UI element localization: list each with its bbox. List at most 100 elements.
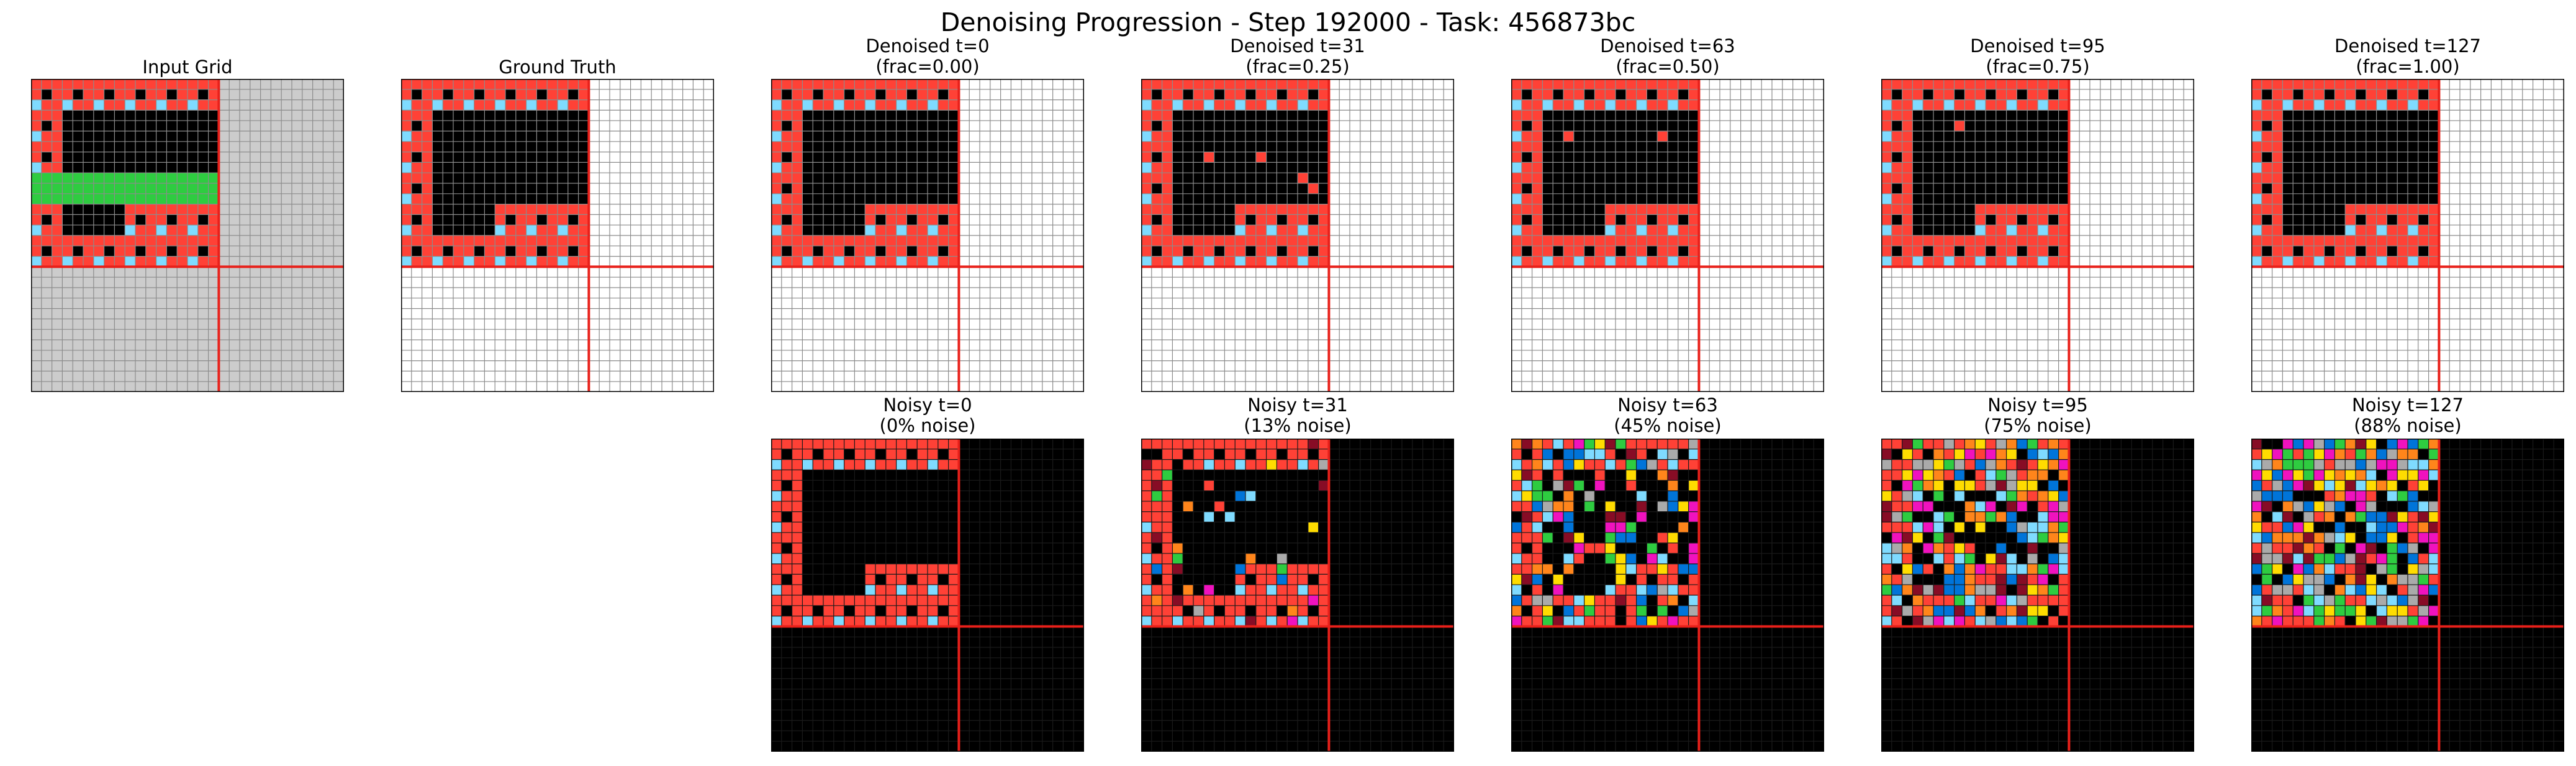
grid-cell [896,470,907,481]
grid-cell [62,152,73,163]
grid-cell [1151,121,1162,131]
grid-cell [917,162,928,173]
grid-cell [1625,595,1637,606]
noisy-title-2: Noisy t=63 (45% noise) [1614,394,1722,436]
grid-cell [1563,449,1574,460]
grid-cell [1193,110,1204,121]
grid-cell [1277,543,1288,554]
grid-cell [1943,543,1955,554]
grid-cell [1255,204,1267,215]
grid-cell [31,99,42,111]
grid-cell [1172,225,1183,235]
grid-cell [2345,162,2356,173]
grid-cell [1553,585,1563,595]
grid-cell [62,121,73,131]
grid-cell [2428,245,2439,257]
grid-cell [948,131,959,142]
grid-cell [781,152,792,163]
grid-cell [1605,595,1616,606]
grid-cell [2428,574,2439,585]
grid-cell [1668,204,1678,215]
grid-cell [1162,480,1173,491]
grid-cell [1902,439,1913,449]
grid-cell [1203,110,1214,121]
grid-cell [1298,605,1308,616]
grid-cell [83,89,94,100]
grid-cell [2418,501,2429,512]
grid-cell [2387,491,2398,501]
grid-cell [781,470,792,481]
grid-cell [1902,141,1913,152]
grid-cell [2303,522,2314,533]
grid-cell [31,121,42,131]
grid-cell [567,193,579,204]
grid-cell [156,110,167,121]
grid-cell [1214,501,1225,512]
grid-cell [2251,532,2262,543]
grid-cell [1266,173,1277,183]
grid-cell [2356,553,2366,564]
grid-cell [2282,563,2294,575]
grid-cell [1287,563,1298,575]
grid-cell [2313,214,2325,226]
grid-cell [2303,605,2314,616]
grid-cell [1245,183,1256,194]
grid-cell [1172,235,1183,246]
grid-cell [885,501,897,512]
grid-cell [1573,256,1584,267]
grid-cell [1542,605,1553,616]
grid-cell [875,522,886,533]
grid-cell [1511,543,1522,554]
grid-cell [1203,470,1214,481]
grid-cell [823,214,834,226]
grid-cell [1521,532,1532,543]
grid-cell [2303,141,2314,152]
grid-cell [197,89,209,100]
grid-cell [813,563,823,575]
grid-cell [558,121,568,131]
grid-cell [2366,616,2377,627]
grid-cell [2017,79,2028,89]
grid-cell [526,152,537,163]
grid-cell [104,193,115,204]
grid-cell [1943,245,1955,257]
active-region-separator [2251,79,2564,392]
grid-cell [1881,595,1892,606]
grid-cell [411,204,422,215]
grid-cell [52,183,63,194]
grid-cell [2048,480,2059,491]
grid-cell [1287,79,1298,89]
grid-cell [432,235,443,246]
grid-cell [73,79,83,89]
grid-cell [2408,543,2418,554]
grid-cell [104,183,115,194]
grid-cell [938,245,949,257]
grid-cell [443,110,453,121]
grid-cell [1214,553,1225,564]
grid-cell [2324,480,2335,491]
grid-cell [484,162,495,173]
grid-cell [1521,235,1532,246]
grid-cell [1532,439,1543,449]
grid-cell [2428,585,2439,595]
grid-cell [1584,204,1595,215]
grid-cell [1532,449,1543,460]
grid-cell [1923,616,1933,627]
grid-cell [2428,99,2439,111]
grid-cell [1943,99,1955,111]
grid-cell [1975,563,1986,575]
grid-cell [1532,141,1543,152]
grid-cell [1255,449,1267,460]
grid-cell [2356,532,2366,543]
grid-cell [938,585,949,595]
grid-cell [1203,214,1214,226]
grid-cell [938,595,949,606]
grid-cell [1881,204,1892,215]
grid-cell [1594,110,1606,121]
grid-cell [1573,480,1584,491]
grid-cell [1563,585,1574,595]
grid-cell [2334,449,2346,460]
grid-cell [2303,501,2314,512]
grid-cell [1245,141,1256,152]
ground-truth-grid [401,79,714,392]
